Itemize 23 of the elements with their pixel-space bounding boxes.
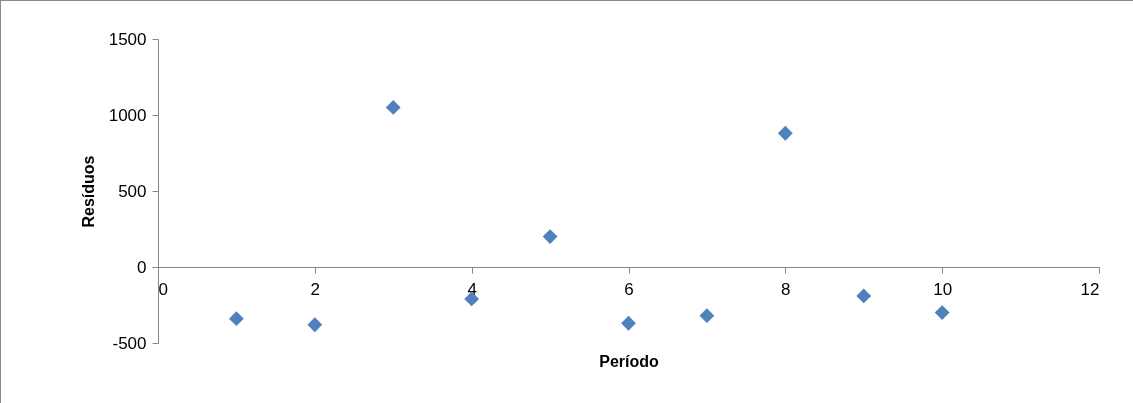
x-tick-label: 6 [624,279,634,299]
y-axis-title: Resíduos [79,155,97,228]
x-tick-label: 4 [467,279,477,299]
point [621,315,636,331]
x-tick-label: 2 [310,279,321,299]
y-tick-label: 500 [118,181,147,201]
point [307,317,323,333]
point [934,305,950,321]
x-tick-label: 0 [158,279,168,299]
point [856,288,872,304]
y-tick-label: 1500 [108,29,147,49]
x-axis-title: Período [599,352,660,370]
point [542,229,558,245]
point [385,99,401,115]
y-tick-label: -500 [112,333,147,353]
point [229,311,244,327]
point [777,125,793,141]
x-tick-label: 10 [933,279,953,299]
x-tick-label: 12 [1080,279,1100,299]
y-tick-label: 0 [137,257,147,277]
x-tick-label: 8 [781,279,791,299]
point [699,308,715,324]
y-tick-label: 1000 [108,105,147,125]
